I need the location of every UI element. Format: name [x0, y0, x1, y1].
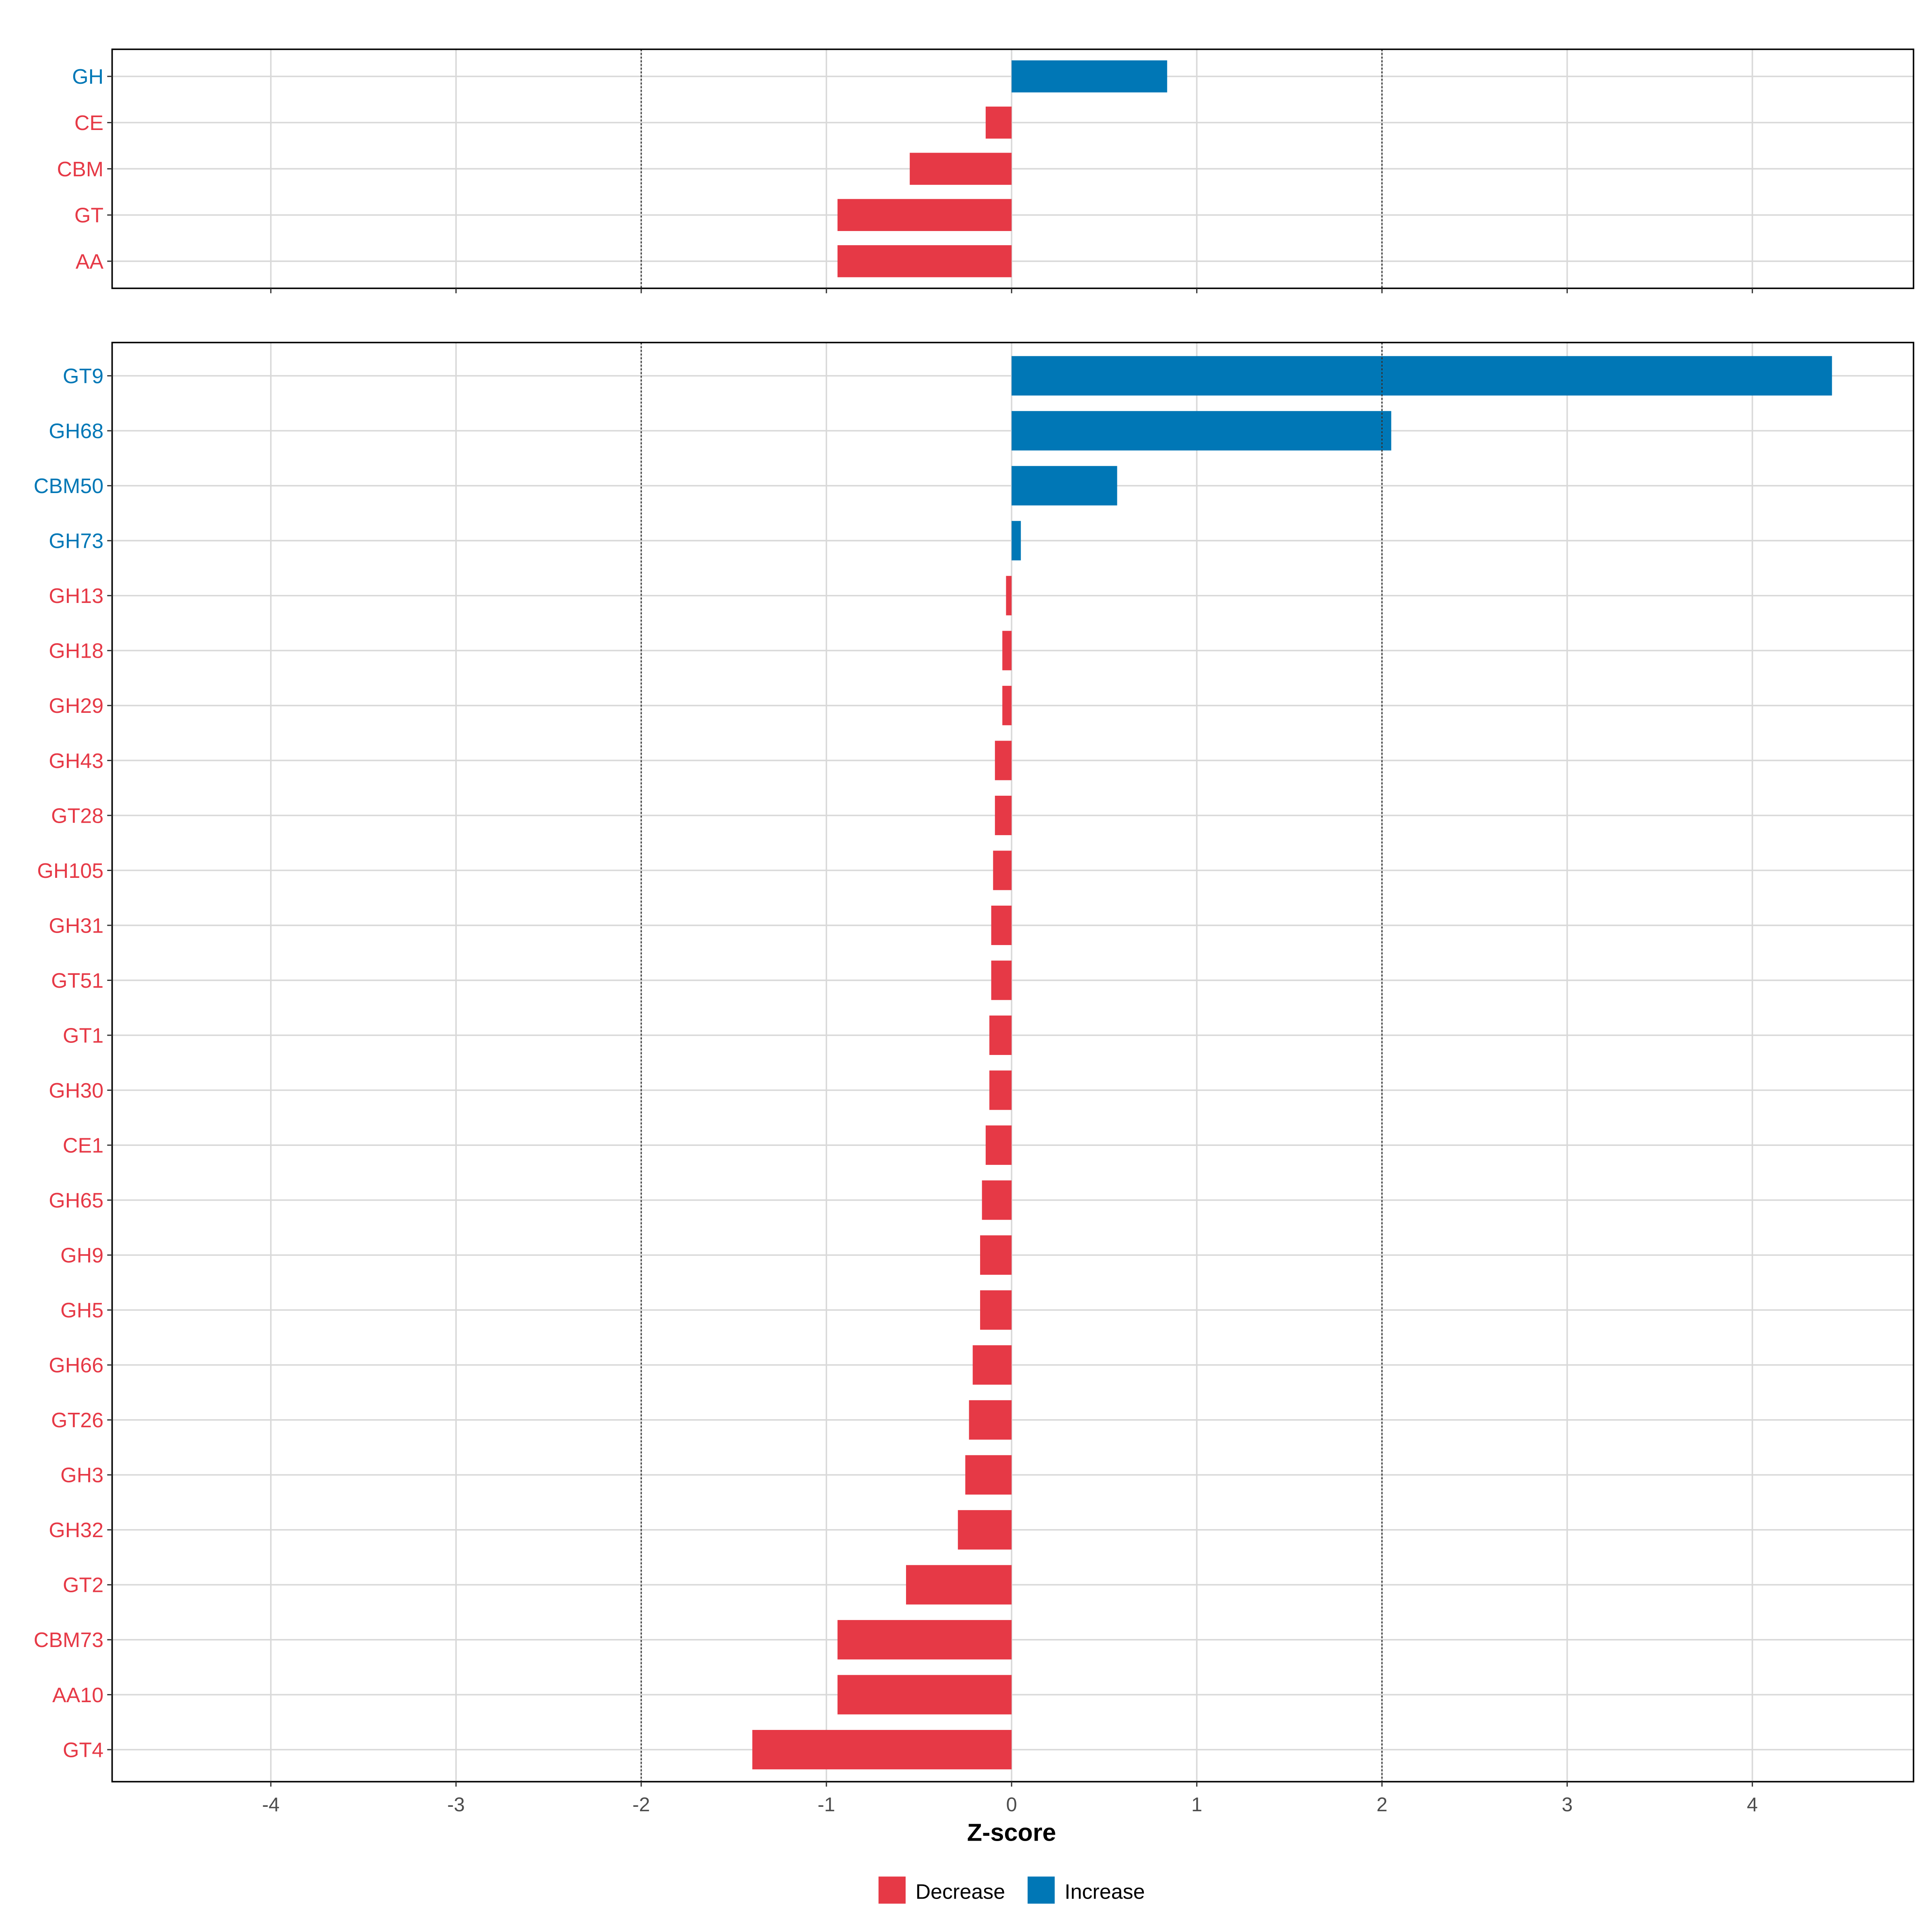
y-tick-label: AA	[76, 250, 104, 273]
bar-GT4	[752, 1730, 1012, 1769]
x-tick-label: -4	[262, 1794, 280, 1816]
y-tick-label: GH9	[60, 1244, 103, 1267]
bar-CE1	[985, 1125, 1012, 1165]
y-tick-label: GH18	[49, 640, 103, 663]
y-tick-label: GH13	[49, 584, 103, 608]
bar-GH73	[1011, 521, 1021, 561]
x-tick-label: -2	[632, 1794, 650, 1816]
x-tick-label: 1	[1191, 1794, 1202, 1816]
bar-GT1	[989, 1016, 1012, 1055]
x-tick-label: 4	[1747, 1794, 1758, 1816]
y-tick-label: GT	[74, 204, 103, 227]
bar-GH66	[972, 1345, 1012, 1385]
y-tick-label: GT2	[63, 1574, 103, 1597]
bar-GT51	[991, 960, 1012, 1000]
bar-GH18	[1002, 631, 1012, 671]
bar-GT	[837, 199, 1012, 231]
bar-AA10	[837, 1675, 1012, 1715]
legend-label-decrease: Decrease	[915, 1880, 1005, 1903]
bar-CE	[985, 106, 1012, 139]
y-tick-label: CBM	[57, 158, 104, 181]
bar-CBM	[910, 153, 1012, 185]
bar-GH68	[1011, 411, 1391, 451]
y-tick-label: GT9	[63, 365, 103, 388]
bar-GH	[1011, 60, 1167, 93]
y-tick-label: GT26	[51, 1409, 103, 1432]
y-tick-label: CBM73	[34, 1629, 104, 1652]
legend: Decrease Increase	[878, 1876, 1145, 1904]
bar-GT9	[1011, 356, 1832, 396]
top-panel: GH CE CBM GT AA	[57, 48, 1914, 293]
y-tick-label: GH3	[60, 1464, 103, 1487]
y-tick-label: GH73	[49, 530, 103, 553]
bar-AA	[837, 245, 1012, 277]
y-tick-label: AA10	[52, 1684, 103, 1707]
bar-GH9	[980, 1235, 1012, 1275]
bar-GH29	[1002, 685, 1012, 725]
panel-border	[111, 48, 1914, 289]
y-tick-label: GH31	[49, 914, 103, 937]
bar-GT2	[906, 1565, 1012, 1605]
y-tick-label: CE1	[63, 1134, 103, 1157]
x-tick-label: 3	[1562, 1794, 1573, 1816]
y-tick-label: GT4	[63, 1738, 103, 1762]
panel-border	[111, 342, 1914, 1783]
bar-GH32	[958, 1510, 1012, 1550]
bar-GH65	[982, 1180, 1012, 1220]
y-tick-label: CBM50	[34, 475, 104, 498]
bar-CBM73	[837, 1620, 1012, 1660]
y-tick-label: GH105	[37, 859, 103, 883]
bar-GH105	[993, 850, 1012, 890]
y-tick-label: GT28	[51, 804, 103, 828]
y-tick-label: GH32	[49, 1519, 103, 1542]
bar-CBM50	[1011, 466, 1117, 506]
y-tick-label: CE	[74, 111, 103, 135]
legend-label-increase: Increase	[1065, 1880, 1145, 1903]
x-tick-label: -3	[447, 1794, 465, 1816]
y-tick-label: GT1	[63, 1024, 103, 1047]
y-tick-label: GH29	[49, 694, 103, 718]
bottom-panel: GT9 GH68 CBM50 GH73 GH13 GH18 GH29 GH43 GT28 GH10…	[34, 342, 1914, 1816]
bar-GH30	[989, 1070, 1012, 1110]
bar-GH13	[1006, 576, 1012, 615]
x-tick-label: 2	[1377, 1794, 1387, 1816]
legend-swatch-decrease	[878, 1876, 906, 1904]
y-tick-label: GH43	[49, 749, 103, 773]
bar-GT26	[969, 1400, 1012, 1440]
y-tick-label: GH5	[60, 1299, 103, 1322]
bar-GT28	[995, 795, 1012, 835]
y-tick-label: GH30	[49, 1079, 103, 1102]
bar-GH43	[995, 741, 1012, 780]
legend-swatch-increase	[1028, 1876, 1055, 1904]
bar-GH31	[991, 906, 1012, 945]
y-tick-label: GH66	[49, 1354, 103, 1377]
y-tick-label: GH65	[49, 1189, 103, 1212]
y-tick-label: GH68	[49, 420, 103, 443]
y-tick-label: GH	[72, 65, 103, 89]
x-tick-label: 0	[1006, 1794, 1017, 1816]
y-tick-label: GT51	[51, 969, 103, 993]
bar-GH5	[980, 1290, 1012, 1330]
x-tick-label: -1	[817, 1794, 835, 1816]
bar-GH3	[965, 1455, 1012, 1495]
x-axis-label: Z-score	[967, 1818, 1056, 1846]
